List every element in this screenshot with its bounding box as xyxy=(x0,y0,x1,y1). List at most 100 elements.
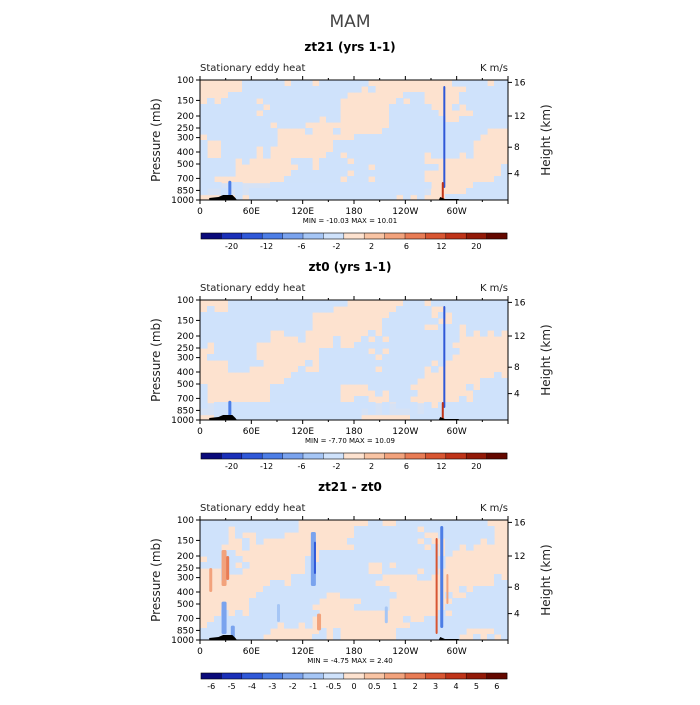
heatmap-cell xyxy=(333,562,341,569)
heatmap-cell xyxy=(340,92,348,99)
heatmap-cell xyxy=(396,176,404,183)
heatmap-cell xyxy=(487,402,495,409)
heatmap-cell xyxy=(375,152,383,159)
heatmap-cell xyxy=(242,110,250,117)
heatmap-cell xyxy=(242,342,250,349)
heatmap-cell xyxy=(459,300,467,307)
y-tick-label: 150 xyxy=(177,96,194,106)
heatmap-cell xyxy=(466,622,474,629)
heatmap-cell xyxy=(228,354,236,361)
heatmap-cell xyxy=(207,164,215,171)
heatmap-cell xyxy=(466,98,474,105)
heatmap-cell xyxy=(473,182,481,189)
heatmap-cell xyxy=(333,152,341,159)
colorbar-swatch xyxy=(303,233,324,239)
heatmap-cell xyxy=(333,556,341,563)
heatmap-cell xyxy=(347,592,355,599)
heatmap-cell xyxy=(480,92,488,99)
heatmap-cell xyxy=(242,634,250,640)
heatmap-cell xyxy=(382,526,390,533)
heatmap-cell xyxy=(501,616,508,623)
x-tick-label: 0 xyxy=(197,207,203,217)
heatmap-cell xyxy=(263,526,271,533)
heatmap-cell xyxy=(221,330,229,337)
heatmap-cell xyxy=(298,604,306,611)
y-right-tick-label: 12 xyxy=(514,332,525,342)
heatmap-cell xyxy=(389,158,397,165)
heatmap-cell xyxy=(200,544,208,551)
heatmap-cell xyxy=(473,526,481,533)
heatmap-cell xyxy=(368,152,376,159)
heatmap-cell xyxy=(235,610,243,617)
heatmap-cell xyxy=(473,110,481,117)
heatmap-cell xyxy=(501,628,508,635)
heatmap-cell xyxy=(214,538,222,545)
heatmap-cell xyxy=(291,378,299,385)
heatmap-cell xyxy=(431,300,439,307)
colorbar-swatch xyxy=(486,233,508,239)
heatmap-cell xyxy=(445,538,453,545)
heatmap-feature xyxy=(226,556,230,580)
heatmap-cell xyxy=(494,300,502,307)
heatmap-cell xyxy=(277,80,285,87)
heatmap-cell xyxy=(389,360,397,367)
heatmap-cell xyxy=(389,336,397,343)
heatmap-cell xyxy=(403,372,411,379)
colorbar-swatch xyxy=(241,233,263,239)
heatmap-cell xyxy=(207,104,215,111)
heatmap-cell xyxy=(298,306,306,313)
heatmap-cell xyxy=(270,598,278,605)
heatmap-cell xyxy=(221,526,229,533)
heatmap-cell xyxy=(207,116,215,123)
heatmap-cell xyxy=(452,544,460,551)
heatmap-cell xyxy=(403,330,411,337)
heatmap-cell xyxy=(347,354,355,361)
heatmap-cell xyxy=(298,300,306,307)
heatmap-cell xyxy=(305,574,313,581)
heatmap-cell xyxy=(200,146,208,153)
heatmap-cell xyxy=(389,366,397,373)
heatmap-cell xyxy=(494,98,502,105)
heatmap-cell xyxy=(214,414,222,420)
heatmap-cell xyxy=(333,390,341,397)
heatmap-cell xyxy=(312,634,320,640)
heatmap-cell xyxy=(242,134,250,141)
heatmap-cell xyxy=(214,532,222,539)
heatmap-cell xyxy=(494,188,502,195)
heatmap-cell xyxy=(207,176,215,183)
heatmap-cell xyxy=(340,574,348,581)
heatmap-cell xyxy=(375,384,383,391)
heatmap-cell xyxy=(235,98,243,105)
heatmap-cell xyxy=(410,122,418,129)
heatmap-cell xyxy=(221,122,229,129)
heatmap-cell xyxy=(452,330,460,337)
x-tick-label: 120W xyxy=(392,207,418,217)
heatmap-cell xyxy=(410,140,418,147)
heatmap-cell xyxy=(235,568,243,575)
heatmap-cell xyxy=(466,116,474,123)
colorbar-label: 6 xyxy=(494,682,499,691)
heatmap-cell xyxy=(298,116,306,123)
heatmap-cell xyxy=(312,176,320,183)
heatmap-cell xyxy=(333,300,341,307)
colorbar-swatch xyxy=(343,673,365,679)
heatmap-cell xyxy=(361,526,369,533)
heatmap-cell xyxy=(319,104,327,111)
heatmap-cell xyxy=(277,526,285,533)
heatmap-cell xyxy=(277,116,285,123)
heatmap-cell xyxy=(480,318,488,325)
heatmap-cell xyxy=(207,110,215,117)
y-tick-label: 700 xyxy=(177,394,194,404)
heatmap-cell xyxy=(459,146,467,153)
heatmap-cell xyxy=(263,110,271,117)
heatmap-cell xyxy=(270,610,278,617)
heatmap-cell xyxy=(410,390,418,397)
heatmap-cell xyxy=(494,586,502,593)
heatmap-cell xyxy=(473,194,481,200)
heatmap-cell xyxy=(200,336,208,343)
heatmap-cell xyxy=(270,592,278,599)
heatmap-cell xyxy=(305,104,313,111)
heatmap-cell xyxy=(389,312,397,319)
heatmap-cell xyxy=(326,110,334,117)
heatmap-cell xyxy=(277,586,285,593)
